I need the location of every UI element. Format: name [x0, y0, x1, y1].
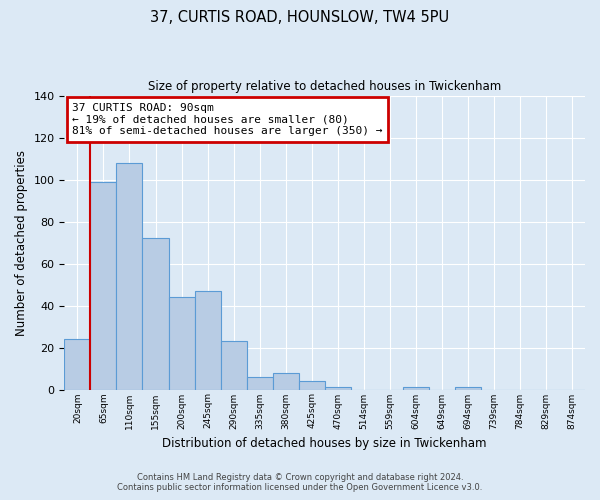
Bar [169, 297, 194, 390]
Text: Contains HM Land Registry data © Crown copyright and database right 2024.
Contai: Contains HM Land Registry data © Crown c… [118, 473, 482, 492]
Bar [64, 339, 91, 390]
Bar [272, 372, 299, 390]
Bar [116, 162, 142, 390]
Text: 37 CURTIS ROAD: 90sqm
← 19% of detached houses are smaller (80)
81% of semi-deta: 37 CURTIS ROAD: 90sqm ← 19% of detached … [72, 103, 383, 136]
Text: 37, CURTIS ROAD, HOUNSLOW, TW4 5PU: 37, CURTIS ROAD, HOUNSLOW, TW4 5PU [151, 10, 449, 25]
Bar [299, 381, 325, 390]
Bar [247, 377, 272, 390]
Y-axis label: Number of detached properties: Number of detached properties [15, 150, 28, 336]
X-axis label: Distribution of detached houses by size in Twickenham: Distribution of detached houses by size … [163, 437, 487, 450]
Bar [403, 388, 429, 390]
Bar [91, 182, 116, 390]
Bar [455, 388, 481, 390]
Bar [221, 341, 247, 390]
Title: Size of property relative to detached houses in Twickenham: Size of property relative to detached ho… [148, 80, 502, 93]
Bar [194, 291, 221, 390]
Bar [325, 388, 351, 390]
Bar [142, 238, 169, 390]
